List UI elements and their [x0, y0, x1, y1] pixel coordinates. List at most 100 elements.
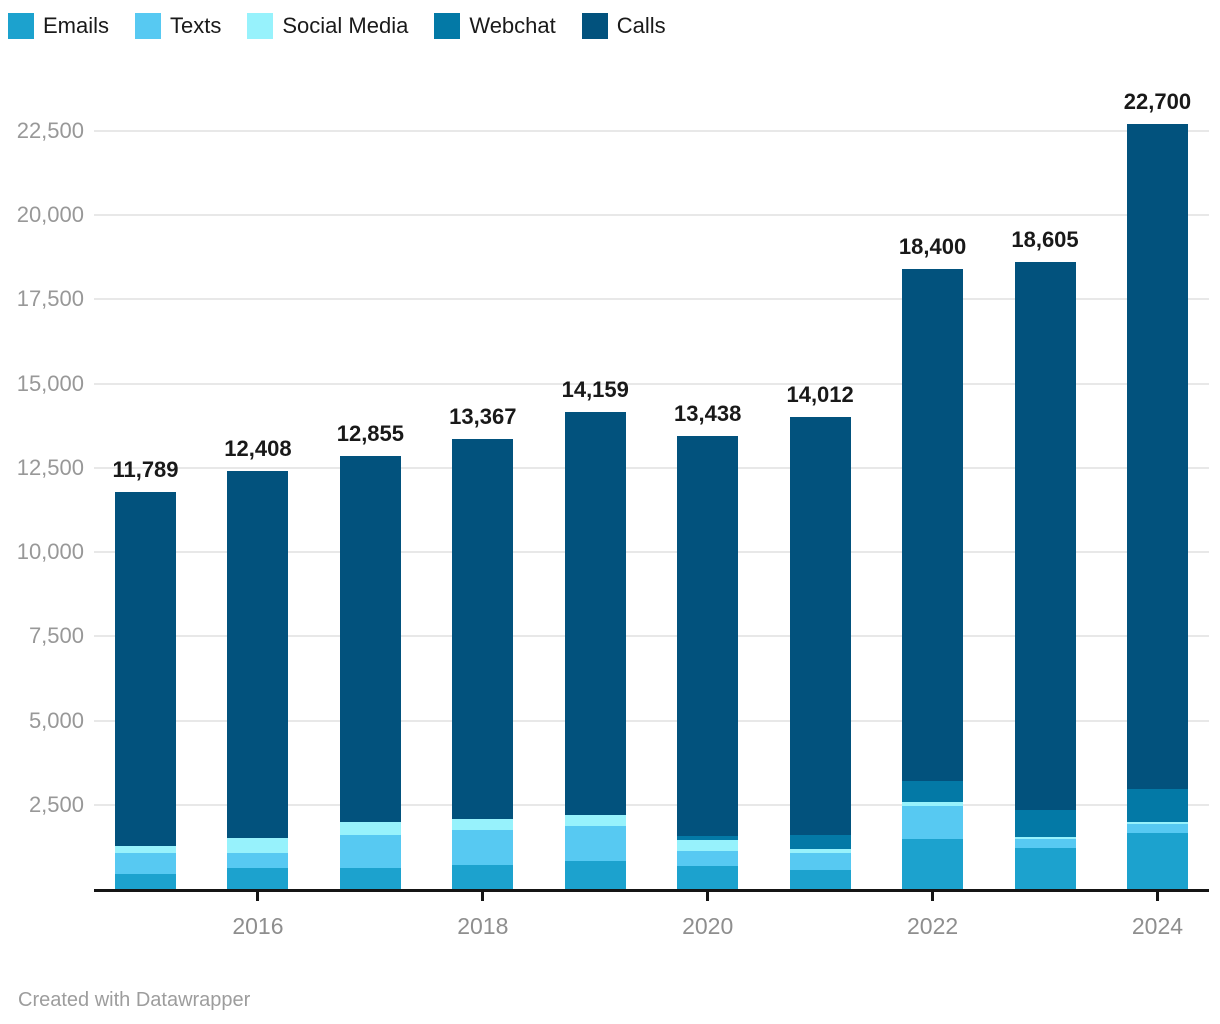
- bar-segment-social-media[interactable]: [564, 815, 626, 827]
- x-axis-tick: [481, 892, 485, 901]
- bar-segment-social-media[interactable]: [789, 849, 851, 853]
- x-axis-tick: [1155, 892, 1159, 901]
- legend-item-social-media: Social Media: [247, 13, 408, 39]
- legend-swatch-icon: [135, 13, 162, 39]
- bar-segment-emails[interactable]: [902, 838, 964, 889]
- bar-total-label: 12,855: [336, 420, 405, 446]
- bar-segment-social-media[interactable]: [677, 840, 739, 852]
- x-axis-tick: [931, 892, 935, 901]
- bar-segment-social-media[interactable]: [339, 821, 401, 836]
- y-axis-tick-label: 12,500: [16, 454, 84, 480]
- gridline-15000: [94, 382, 1209, 385]
- bar-total-label: 14,012: [786, 381, 854, 407]
- gridline-7500: [94, 635, 1209, 638]
- bar-segment-calls[interactable]: [339, 455, 401, 822]
- gridline-10000: [94, 551, 1209, 553]
- y-axis-tick-label: 7,500: [28, 623, 84, 649]
- gridline-17500: [94, 298, 1209, 301]
- x-axis-line: [94, 889, 1209, 892]
- bar-segment-texts[interactable]: [1014, 839, 1076, 848]
- bar-total-label: 13,367: [449, 403, 517, 429]
- bar-segment-emails[interactable]: [227, 867, 289, 889]
- legend-label: Emails: [43, 13, 110, 38]
- bar-segment-texts[interactable]: [902, 805, 964, 839]
- legend-swatch-icon: [247, 13, 274, 39]
- bar-total-label: 12,408: [224, 435, 292, 461]
- y-axis-tick-label: 20,000: [16, 202, 84, 227]
- bar-segment-calls[interactable]: [789, 416, 851, 835]
- x-axis-tick: [256, 892, 260, 901]
- gridline-20000: [94, 214, 1209, 216]
- bar-segment-texts[interactable]: [227, 852, 289, 868]
- bar-segment-social-media[interactable]: [115, 845, 176, 853]
- y-axis-tick-label: 2,500: [28, 791, 84, 817]
- bar-total-label: 18,400: [898, 233, 967, 259]
- bar-segment-social-media[interactable]: [1126, 821, 1188, 824]
- bar-segment-calls[interactable]: [1014, 262, 1076, 811]
- bar-segment-social-media[interactable]: [452, 818, 514, 831]
- y-axis-tick-label: 15,000: [16, 370, 84, 396]
- bar-segment-calls[interactable]: [902, 268, 964, 782]
- bar-segment-texts[interactable]: [115, 852, 176, 875]
- legend-item-calls: Calls: [581, 13, 666, 39]
- bar-segment-webchat[interactable]: [677, 836, 739, 841]
- bar-segment-texts[interactable]: [452, 830, 514, 865]
- x-axis-tick-label: 2022: [906, 913, 959, 939]
- bar-segment-texts[interactable]: [339, 835, 401, 869]
- bar-segment-emails[interactable]: [115, 874, 176, 889]
- bar-segment-social-media[interactable]: [227, 838, 289, 853]
- legend-label: Social Media: [282, 13, 409, 38]
- bar-total-label: 22,700: [1123, 89, 1192, 114]
- bar-total-label: 11,789: [112, 456, 179, 482]
- legend-swatch-icon: [581, 13, 608, 39]
- bar-segment-texts[interactable]: [564, 826, 626, 862]
- legend-swatch-icon: [8, 13, 34, 39]
- bar-segment-webchat[interactable]: [1014, 810, 1076, 837]
- bar-segment-webchat[interactable]: [1126, 788, 1188, 822]
- bar-total-label: 14,159: [561, 376, 629, 402]
- legend-item-webchat: Webchat: [434, 13, 556, 39]
- legend-label: Calls: [616, 13, 666, 38]
- legend-label: Webchat: [469, 13, 556, 38]
- datawrapper-credit: Created with Datawrapper: [18, 989, 251, 1011]
- gridline-22500: [94, 129, 1209, 132]
- x-axis-tick-label: 2016: [232, 913, 284, 939]
- bar-segment-texts[interactable]: [1126, 823, 1188, 834]
- gridline-2500: [94, 803, 1209, 806]
- bar-segment-emails[interactable]: [564, 861, 626, 889]
- bar-segment-calls[interactable]: [452, 438, 514, 819]
- gridline-12500: [94, 466, 1209, 469]
- legend-swatch-icon: [434, 13, 461, 39]
- legend-item-texts: Texts: [135, 13, 221, 39]
- bar-segment-texts[interactable]: [789, 852, 851, 871]
- bar-segment-emails[interactable]: [677, 865, 739, 889]
- bar-segment-emails[interactable]: [339, 868, 401, 889]
- bar-segment-emails[interactable]: [1014, 847, 1076, 889]
- gridline-5000: [94, 719, 1209, 722]
- bar-segment-calls[interactable]: [1126, 124, 1188, 789]
- bar-segment-emails[interactable]: [1126, 833, 1188, 889]
- x-axis-tick-label: 2020: [682, 913, 734, 939]
- x-axis-tick-label: 2018: [457, 913, 509, 939]
- bar-segment-social-media[interactable]: [1014, 836, 1076, 840]
- bar-segment-social-media[interactable]: [902, 802, 964, 806]
- x-axis-tick: [706, 892, 710, 901]
- bar-total-label: 18,605: [1011, 227, 1079, 252]
- bar-segment-calls[interactable]: [227, 470, 289, 839]
- x-axis-tick-label: 2024: [1131, 913, 1184, 939]
- bar-segment-webchat[interactable]: [789, 834, 851, 850]
- y-axis-tick-label: 5,000: [28, 707, 84, 733]
- chart-legend: Emails Texts Social Media Webchat Calls: [8, 13, 666, 39]
- legend-label: Texts: [170, 13, 222, 38]
- legend-item-emails: Emails: [8, 13, 109, 39]
- bar-segment-texts[interactable]: [677, 851, 739, 866]
- bar-total-label: 13,438: [674, 401, 742, 427]
- bar-segment-calls[interactable]: [564, 411, 626, 816]
- bar-segment-webchat[interactable]: [902, 781, 964, 803]
- bar-segment-calls[interactable]: [115, 491, 176, 846]
- bar-segment-emails[interactable]: [452, 864, 514, 889]
- bar-segment-emails[interactable]: [789, 870, 851, 889]
- y-axis-tick-label: 10,000: [16, 539, 84, 564]
- bar-segment-calls[interactable]: [677, 436, 739, 837]
